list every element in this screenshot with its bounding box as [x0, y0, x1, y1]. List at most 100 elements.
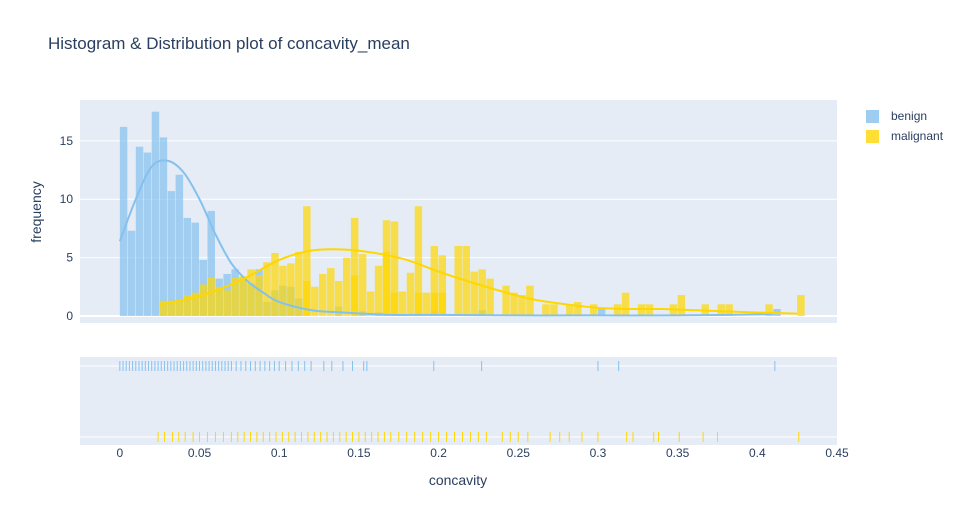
bar-benign-1	[127, 230, 136, 316]
rug-plot-area[interactable]	[80, 357, 837, 445]
bar-malignant-56	[589, 304, 598, 316]
bar-benign-4	[151, 111, 160, 316]
bar-malignant-6	[207, 277, 215, 316]
bar-malignant-16	[287, 263, 295, 316]
bar-malignant-59	[637, 304, 646, 316]
y-tick-3: 15	[60, 134, 74, 148]
bar-malignant-10	[239, 276, 247, 316]
legend-item-benign[interactable]: benign	[866, 106, 943, 126]
bar-malignant-9	[231, 277, 239, 316]
legend-swatch-malignant	[866, 129, 879, 143]
bar-malignant-38	[382, 220, 391, 316]
bar-malignant-67	[797, 294, 805, 316]
bar-malignant-25	[358, 254, 367, 316]
bar-benign-2	[135, 146, 144, 316]
bar-malignant-49	[510, 292, 518, 316]
bar-malignant-0	[159, 300, 168, 316]
bar-malignant-47	[486, 278, 494, 316]
bar-benign-5	[159, 137, 168, 316]
bar-malignant-1	[167, 300, 176, 316]
bar-malignant-33	[422, 292, 431, 316]
bar-malignant-54	[566, 304, 574, 316]
x-tick-6: 0.3	[590, 446, 607, 460]
bar-malignant-8	[223, 290, 231, 316]
bar-benign-6	[167, 191, 176, 316]
bar-malignant-41	[430, 245, 439, 316]
x-tick-8: 0.4	[749, 446, 766, 460]
bar-malignant-26	[366, 291, 375, 316]
bar-malignant-64	[717, 304, 725, 316]
bar-malignant-66	[765, 304, 773, 316]
bar-malignant-40	[414, 206, 423, 316]
bar-malignant-45	[470, 271, 478, 316]
x-tick-9: 0.45	[825, 446, 849, 460]
bar-malignant-46	[478, 269, 486, 316]
legend-swatch-benign	[866, 109, 879, 123]
bar-malignant-15	[279, 265, 287, 316]
bar-benign-7	[175, 174, 184, 316]
bar-malignant-53	[550, 304, 558, 316]
y-tick-0: 0	[66, 309, 73, 323]
legend: benign malignant	[866, 106, 943, 146]
bar-malignant-52	[542, 304, 550, 316]
bar-malignant-21	[327, 268, 335, 316]
x-tick-4: 0.2	[430, 446, 447, 460]
x-tick-2: 0.1	[271, 446, 288, 460]
kde-line-benign	[118, 159, 774, 317]
x-tick-1: 0.05	[188, 446, 212, 460]
bar-malignant-19	[311, 286, 319, 316]
rug-marks	[119, 361, 800, 442]
y-tick-1: 5	[66, 251, 73, 265]
bar-malignant-55	[574, 301, 582, 316]
kde-curves	[118, 159, 798, 317]
bar-malignant-51	[526, 285, 534, 316]
kde-line-malignant	[159, 248, 798, 315]
x-tick-labels: 0 0.05 0.1 0.15 0.2 0.25 0.3 0.35 0.4 0.45	[116, 446, 849, 460]
x-axis-title: concavity	[429, 472, 487, 488]
bar-malignant-11	[247, 269, 255, 316]
bar-malignant-65	[725, 304, 733, 316]
bar-malignant-17	[295, 251, 303, 316]
bar-benign-0	[119, 126, 128, 316]
bar-malignant-23	[342, 257, 351, 316]
x-tick-7: 0.35	[666, 446, 690, 460]
bar-malignant-7	[215, 286, 223, 316]
x-tick-5: 0.25	[507, 446, 531, 460]
legend-item-malignant[interactable]: malignant	[866, 126, 943, 146]
y-axis-title: frequency	[28, 181, 44, 242]
bar-malignant-58	[621, 292, 630, 316]
bar-benign-35	[597, 308, 606, 316]
bar-malignant-5	[199, 284, 207, 316]
bar-malignant-27	[374, 265, 383, 316]
bar-malignant-13	[263, 262, 271, 316]
bar-malignant-62	[677, 294, 686, 316]
bar-malignant-57	[613, 304, 622, 316]
bar-malignant-36	[303, 206, 311, 316]
bar-malignant-12	[255, 275, 263, 316]
chart-title: Histogram & Distribution plot of concavi…	[48, 34, 410, 53]
bar-malignant-42	[438, 255, 447, 316]
bar-benign-11	[207, 210, 215, 316]
x-tick-0: 0	[116, 446, 123, 460]
bar-malignant-20	[319, 273, 327, 316]
bar-malignant-3	[183, 294, 192, 316]
bar-malignant-48	[502, 285, 510, 316]
bar-malignant-31	[406, 272, 415, 316]
bar-benign-3	[143, 152, 152, 316]
bar-malignant-43	[454, 245, 462, 316]
legend-label-malignant: malignant	[891, 129, 944, 143]
bar-malignant-30	[398, 291, 407, 316]
bar-malignant-22	[334, 280, 343, 316]
bar-malignant-37	[350, 217, 359, 316]
bar-benign-9	[191, 222, 200, 316]
bar-malignant-60	[645, 304, 654, 316]
bar-malignant-4	[191, 292, 200, 316]
bar-benign-8	[183, 217, 192, 316]
legend-label-benign: benign	[891, 109, 928, 123]
bar-malignant-50	[518, 294, 526, 316]
bar-malignant-14	[271, 252, 279, 316]
bar-malignant-2	[175, 301, 184, 316]
bar-malignant-39	[390, 221, 399, 316]
x-tick-3: 0.15	[347, 446, 371, 460]
